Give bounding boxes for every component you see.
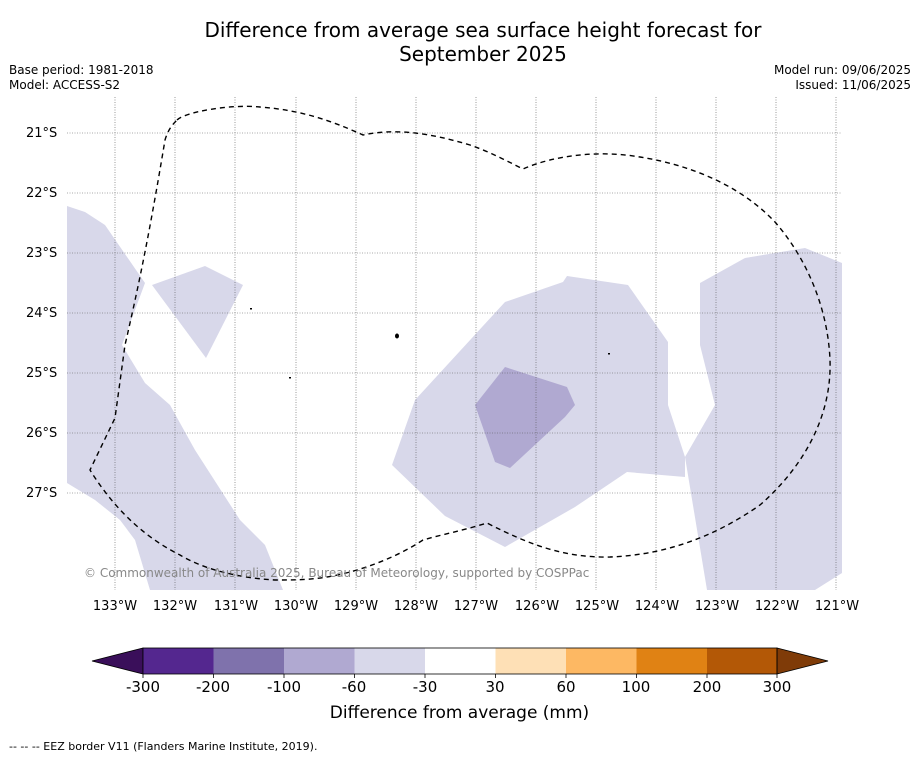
lon-label: 121°W <box>814 599 860 614</box>
lon-label: 129°W <box>333 599 379 614</box>
colorbar-swatch <box>213 648 284 674</box>
copyright-text: © Commonwealth of Australia 2025, Bureau… <box>84 566 589 580</box>
colorbar-tick-label: -300 <box>125 678 161 696</box>
anomaly-fill-medium <box>475 367 575 468</box>
lat-label: 21°S <box>26 126 58 141</box>
colorbar-frame <box>142 647 778 675</box>
colorbar-tick-label: -200 <box>195 678 231 696</box>
lon-label: 130°W <box>273 599 319 614</box>
map-title: Difference from average sea surface heig… <box>0 18 919 66</box>
lon-label: 131°W <box>213 599 259 614</box>
model-name: Model: ACCESS-S2 <box>9 78 121 92</box>
lat-label: 23°S <box>26 246 58 261</box>
lon-label: 126°W <box>514 599 560 614</box>
colorbar-swatch <box>707 648 777 674</box>
colorbar-swatch <box>495 648 566 674</box>
lon-label: 125°W <box>574 599 620 614</box>
colorbar-tick-label: 300 <box>762 678 792 696</box>
issued-date: Issued: 11/06/2025 <box>795 78 911 92</box>
islands <box>250 308 610 379</box>
eez-border <box>89 105 831 581</box>
colorbar <box>91 647 829 678</box>
lon-label: 123°W <box>694 599 740 614</box>
lon-label: 122°W <box>754 599 800 614</box>
lat-label: 25°S <box>26 366 58 381</box>
lon-label: 132°W <box>152 599 198 614</box>
anomaly-region-east <box>685 248 842 590</box>
colorbar-tick-label: 200 <box>692 678 722 696</box>
anomaly-region-northwest <box>152 266 243 358</box>
lon-label: 128°W <box>393 599 439 614</box>
lat-label: 24°S <box>26 306 58 321</box>
colorbar-swatch <box>143 648 214 674</box>
lon-label: 124°W <box>634 599 680 614</box>
meta-right: Model run: 09/06/2025 Issued: 11/06/2025 <box>774 63 911 93</box>
colorbar-extend-high <box>776 647 829 675</box>
lat-label: 22°S <box>26 186 58 201</box>
colorbar-extend-low <box>91 647 144 675</box>
map-gridlines <box>67 97 842 590</box>
anomaly-region-west <box>67 206 283 590</box>
colorbar-swatch <box>354 648 425 674</box>
base-period: Base period: 1981-2018 <box>9 63 154 77</box>
lat-label: 27°S <box>26 486 58 501</box>
title-line-2: September 2025 <box>399 42 567 66</box>
colorbar-swatch <box>425 648 496 674</box>
island-mark <box>608 353 610 355</box>
colorbar-swatch <box>636 648 707 674</box>
colorbar-tick-label: -60 <box>341 678 367 696</box>
lat-label: 26°S <box>26 426 58 441</box>
meta-left: Base period: 1981-2018 Model: ACCESS-S2 <box>9 63 154 93</box>
lon-label: 127°W <box>453 599 499 614</box>
colorbar-tick-label: -100 <box>266 678 302 696</box>
colorbar-title: Difference from average (mm) <box>329 703 590 723</box>
colorbar-tick-label: -30 <box>412 678 438 696</box>
colorbar-tick-label: 60 <box>556 678 576 696</box>
island-mark <box>250 308 252 310</box>
eez-footnote: -- -- -- EEZ border V11 (Flanders Marine… <box>9 740 318 753</box>
colorbar-swatch <box>566 648 637 674</box>
colorbar-tick-label: 30 <box>485 678 505 696</box>
lon-label: 133°W <box>92 599 138 614</box>
island-mark <box>289 377 291 379</box>
island-mark <box>395 333 399 339</box>
colorbar-swatch <box>284 648 355 674</box>
colorbar-tick-label: 100 <box>621 678 651 696</box>
title-line-1: Difference from average sea surface heig… <box>204 18 762 42</box>
anomaly-region-core <box>475 367 575 468</box>
model-run: Model run: 09/06/2025 <box>773 63 911 77</box>
